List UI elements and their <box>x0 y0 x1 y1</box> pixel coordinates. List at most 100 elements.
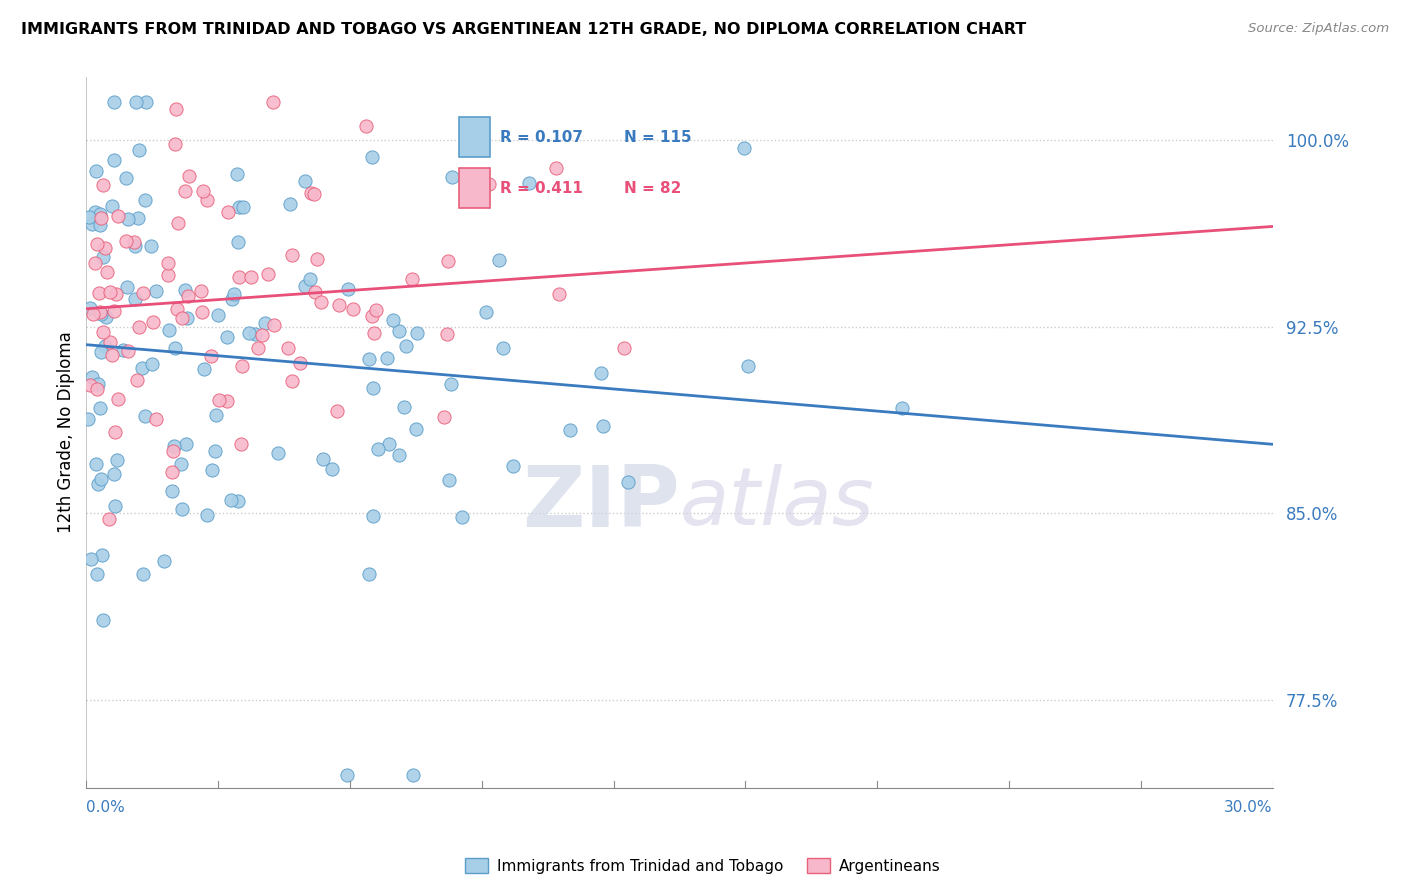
Point <box>152 554 174 568</box>
Point <box>294 174 316 188</box>
Point <box>94 339 117 353</box>
Point <box>616 475 638 489</box>
Point <box>163 341 186 355</box>
Point <box>145 412 167 426</box>
Point <box>90 306 112 320</box>
Point <box>89 286 111 301</box>
Point <box>165 102 187 116</box>
Point <box>77 411 100 425</box>
Point <box>737 359 759 373</box>
Point <box>82 217 104 231</box>
Point <box>221 293 243 307</box>
Point <box>89 401 111 415</box>
Point <box>104 287 127 301</box>
Point <box>277 341 299 355</box>
Point <box>361 509 384 524</box>
Text: ZIP: ZIP <box>522 462 679 545</box>
Point <box>90 472 112 486</box>
Point <box>128 143 150 157</box>
Point <box>357 352 380 367</box>
Point <box>437 254 460 268</box>
Point <box>98 512 121 526</box>
Point <box>502 458 524 473</box>
Point <box>91 178 114 193</box>
Point <box>450 510 472 524</box>
Point <box>491 341 513 355</box>
Point <box>79 301 101 315</box>
Point <box>290 356 312 370</box>
Point <box>560 423 582 437</box>
Point <box>589 366 612 380</box>
Point <box>402 768 425 782</box>
Point <box>115 280 138 294</box>
Point <box>193 362 215 376</box>
Point <box>135 95 157 110</box>
Point <box>156 256 179 270</box>
Point <box>160 484 183 499</box>
Point <box>79 552 101 566</box>
Point <box>204 444 226 458</box>
Point <box>107 209 129 223</box>
Point <box>262 95 284 110</box>
Point <box>166 302 188 317</box>
Text: 30.0%: 30.0% <box>1225 800 1272 815</box>
Point <box>392 400 415 414</box>
Point <box>231 359 253 374</box>
Point <box>82 370 104 384</box>
Point <box>122 235 145 249</box>
Point <box>103 95 125 110</box>
Point <box>247 341 270 355</box>
Point <box>613 341 636 355</box>
Point <box>406 326 429 340</box>
Point <box>162 466 184 480</box>
Point <box>86 566 108 581</box>
Point <box>134 194 156 208</box>
Point <box>86 236 108 251</box>
Point <box>98 335 121 350</box>
Point <box>378 437 401 451</box>
Point <box>475 305 498 319</box>
Point <box>195 508 218 522</box>
Text: Source: ZipAtlas.com: Source: ZipAtlas.com <box>1249 22 1389 36</box>
Point <box>354 120 377 134</box>
Point <box>90 549 112 563</box>
Point <box>89 206 111 220</box>
Point <box>89 304 111 318</box>
Point <box>228 269 250 284</box>
Point <box>232 200 254 214</box>
Point <box>82 308 104 322</box>
Point <box>172 502 194 516</box>
Point <box>405 422 427 436</box>
Point <box>439 473 461 487</box>
Point <box>280 375 302 389</box>
Point <box>257 267 280 281</box>
Text: 0.0%: 0.0% <box>86 800 125 815</box>
Point <box>177 169 200 184</box>
Point <box>94 310 117 324</box>
Point <box>103 304 125 318</box>
Point <box>141 239 163 253</box>
Point <box>250 327 273 342</box>
Point <box>228 200 250 214</box>
Point <box>174 437 197 451</box>
Point <box>197 193 219 207</box>
Point <box>367 442 389 457</box>
Point <box>201 462 224 476</box>
Point <box>217 393 239 408</box>
Point <box>132 566 155 581</box>
Point <box>114 234 136 248</box>
Point <box>104 499 127 513</box>
Point <box>177 289 200 303</box>
Point <box>87 476 110 491</box>
Point <box>111 343 134 358</box>
Point <box>281 248 304 262</box>
Point <box>191 184 214 198</box>
Point <box>105 452 128 467</box>
Point <box>103 467 125 481</box>
Legend: Immigrants from Trinidad and Tobago, Argentineans: Immigrants from Trinidad and Tobago, Arg… <box>460 852 946 880</box>
Point <box>127 211 149 225</box>
Point <box>83 204 105 219</box>
Point <box>311 451 333 466</box>
Point <box>204 408 226 422</box>
Point <box>125 373 148 387</box>
